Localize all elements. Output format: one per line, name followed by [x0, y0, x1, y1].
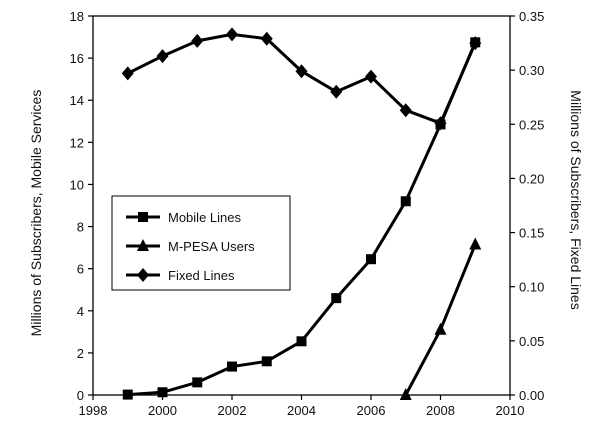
legend-label-fixed-lines: Fixed Lines: [168, 268, 235, 283]
y-left-tick-label: 4: [77, 304, 84, 319]
y-right-tick-label: 0.05: [519, 334, 544, 349]
fixed-lines-point: [295, 64, 308, 79]
y-left-tick-label: 10: [70, 177, 84, 192]
fixed-lines-point: [330, 84, 343, 99]
x-tick-label: 2006: [357, 403, 386, 418]
x-tick-label: 2008: [426, 403, 455, 418]
chart-axes: 1998 2000 2002 2004 2006 2008 2010 0 2 4 6 8 10 12 14 1…: [70, 9, 545, 418]
m-pesa-users-line: [404, 243, 477, 396]
fixed-lines-line: [127, 32, 477, 125]
y-left-tick-label: 6: [77, 262, 84, 277]
series-m-pesa-users: [399, 237, 482, 400]
series-fixed-lines: [121, 27, 482, 131]
fixed-lines-point: [399, 103, 412, 118]
mobile-lines-point: [331, 293, 342, 304]
y-left-tick-label: 8: [77, 220, 84, 235]
y-right-tick-label: 0.00: [519, 388, 544, 403]
m-pesa-users-point: [434, 322, 447, 335]
fixed-lines-point: [121, 66, 134, 81]
fixed-lines-point: [469, 36, 482, 51]
chart-series: [121, 27, 482, 400]
x-tick-label: 2004: [287, 403, 316, 418]
mobile-lines-point: [296, 336, 307, 347]
y-left-tick-label: 12: [70, 135, 84, 150]
x-tick-label: 2000: [148, 403, 177, 418]
y-left-tick-label: 0: [77, 388, 84, 403]
fixed-lines-point: [260, 31, 273, 46]
mobile-lines-point: [366, 254, 376, 265]
mobile-lines-point: [261, 356, 272, 367]
y-right-tick-label: 0.10: [519, 280, 544, 295]
y-right-tick-label: 0.30: [519, 63, 544, 78]
legend-marker-fixed-lines: [137, 268, 149, 282]
fixed-lines-point: [156, 49, 169, 64]
y-left-tick-label: 14: [70, 93, 84, 108]
y-right-tick-label: 0.25: [519, 117, 544, 132]
y-right-tick-label: 0.35: [519, 9, 544, 24]
fixed-lines-point: [365, 69, 377, 84]
x-tick-label: 1998: [79, 403, 108, 418]
y-left-tick-label: 16: [70, 51, 84, 66]
legend-marker-mobile-lines: [138, 212, 148, 222]
fixed-lines-point: [226, 27, 238, 42]
y-left-tick-label: 2: [77, 346, 84, 361]
y-axis-left-title: Millions of Subscribers, Mobile Services: [28, 90, 44, 337]
y-right-tick-label: 0.15: [519, 226, 544, 241]
mobile-lines-point: [192, 377, 203, 388]
y-right-tick-label: 0.20: [519, 171, 544, 186]
m-pesa-users-point: [469, 237, 482, 250]
y-left-tick-label: 18: [70, 9, 84, 24]
legend-label-mobile-lines: Mobile Lines: [168, 210, 241, 225]
x-tick-label: 2002: [218, 403, 247, 418]
legend-label-m-pesa-users: M-PESA Users: [168, 239, 255, 254]
fixed-lines-point: [434, 116, 447, 131]
mobile-lines-point: [400, 196, 411, 207]
legend-marker-m-pesa-users: [137, 239, 149, 251]
chart-legend: Mobile Lines M-PESA Users Fixed Lines: [111, 195, 291, 291]
fixed-lines-point: [191, 33, 204, 48]
mobile-lines-point: [157, 387, 168, 398]
x-tick-label: 2010: [496, 403, 525, 418]
m-pesa-users-point: [399, 388, 412, 400]
mobile-lines-point: [227, 361, 237, 372]
mobile-lines-point: [122, 389, 133, 400]
y-axis-right-title: Millions of Subscribers, Fixed Lines: [568, 90, 584, 309]
